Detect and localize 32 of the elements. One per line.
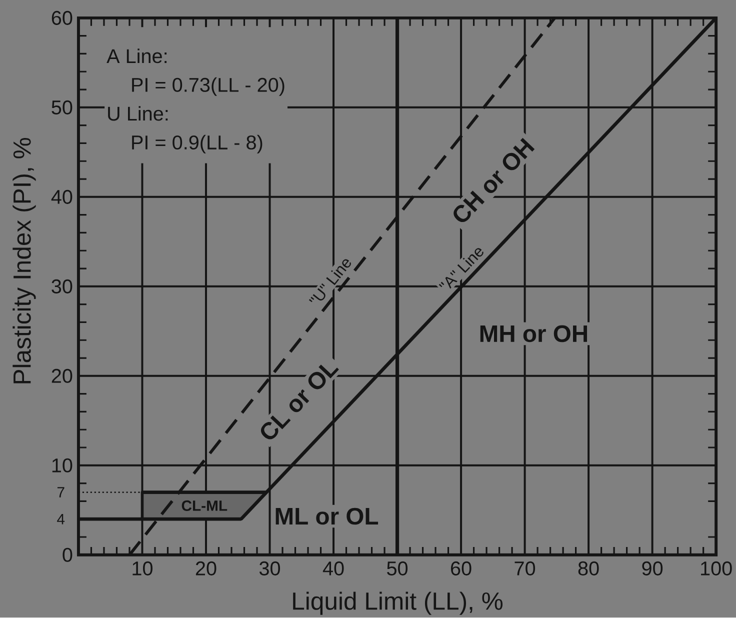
annotation: U Line: (108, 106, 168, 121)
y-tick-label: 0 (62, 548, 72, 562)
x-tick-label: 100 (701, 562, 732, 576)
annotation: CH or OH (454, 138, 535, 222)
series-label: CL-ML (182, 500, 228, 512)
x-tick-label: 70 (514, 562, 536, 576)
y-tick-label: 30 (52, 280, 72, 294)
annotation: ML or OL (276, 508, 378, 525)
x-tick-label: 60 (451, 562, 472, 576)
annotation: MH or OH (480, 325, 588, 342)
x-tick-label: 10 (132, 562, 152, 576)
x-tick-label: 40 (322, 562, 344, 576)
y-tick-label: 40 (51, 190, 72, 204)
text: "A" Line (438, 248, 484, 289)
annotation: A Line: (106, 48, 167, 64)
x-tick-label: 30 (259, 562, 280, 576)
y-tick-label: 7 (57, 487, 64, 498)
y-tick-label: 10 (52, 458, 72, 473)
x-tick-label: 20 (196, 562, 216, 576)
y-tick-label: 60 (52, 11, 72, 26)
x-axis-title: Liquid Limit (LL), % (293, 592, 503, 615)
annotation: CL or OL (260, 364, 339, 440)
text: "U" Line (308, 259, 351, 302)
x-tick-label: 50 (387, 562, 408, 576)
x-tick-label: 90 (642, 562, 663, 576)
annotation: PI = 0.9(LL - 8) (132, 135, 262, 154)
y-tick-label: 50 (52, 100, 72, 115)
y-tick-label: 4 (57, 514, 65, 524)
x-tick-label: 80 (578, 562, 599, 576)
annotation: PI = 0.73(LL - 20) (132, 78, 284, 96)
y-axis-title: Plasticity Index (PI), % (12, 138, 36, 384)
y-tick-label: 20 (52, 369, 72, 384)
